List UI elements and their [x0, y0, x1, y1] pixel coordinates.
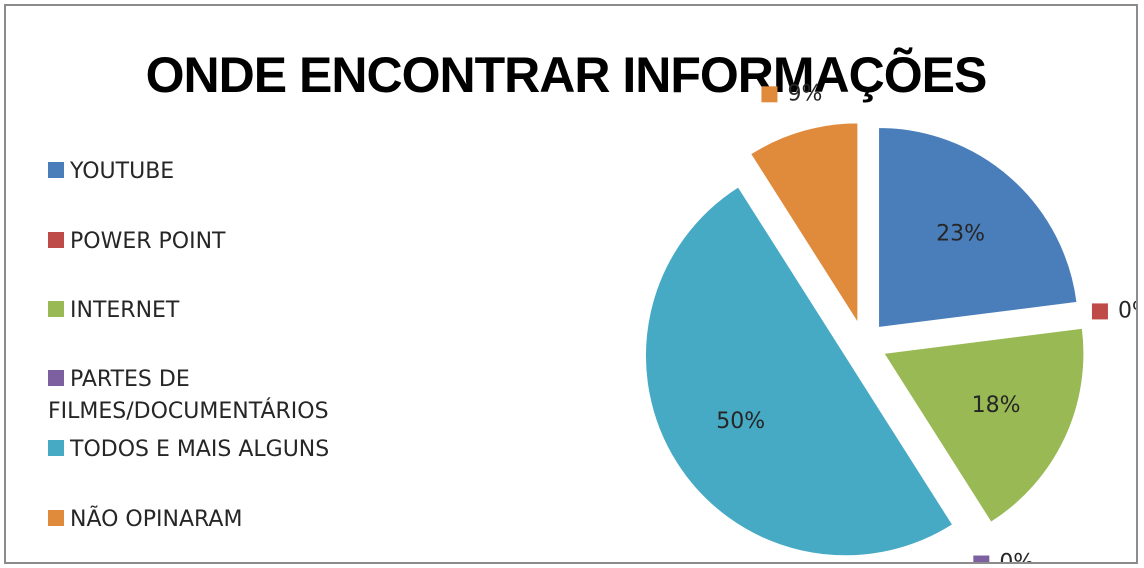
legend-item: NÃO OPINARAM — [48, 504, 428, 536]
legend-swatch — [48, 440, 64, 456]
legend-swatch — [48, 301, 64, 317]
legend-label: TODOS E MAIS ALGUNS — [70, 437, 330, 462]
legend-swatch — [48, 162, 64, 178]
label-swatch — [973, 555, 990, 562]
pie-slice — [644, 186, 954, 557]
legend-item: POWER POINT — [48, 226, 428, 258]
legend-label: POWER POINT — [70, 229, 226, 254]
chart-frame: ONDE ENCONTRAR INFORMAÇÕES YOUTUBE POWER … — [4, 4, 1138, 564]
legend-item: TODOS E MAIS ALGUNS — [48, 434, 428, 466]
legend-swatch — [48, 510, 64, 526]
data-label: 50% — [716, 409, 765, 434]
data-label: 23% — [936, 221, 985, 246]
legend-item: INTERNET — [48, 295, 428, 327]
chart-title: ONDE ENCONTRAR INFORMAÇÕES — [145, 47, 988, 103]
label-swatch — [761, 86, 778, 103]
legend-swatch — [48, 232, 64, 248]
data-label: 0% — [999, 551, 1034, 562]
legend-label: NÃO OPINARAM — [70, 507, 243, 532]
pie-slice — [878, 126, 1078, 329]
legend-label: YOUTUBE — [70, 159, 175, 184]
pie-slice — [750, 122, 859, 325]
label-swatch — [1091, 303, 1108, 320]
legend-label: INTERNET — [70, 298, 180, 323]
legend-item: YOUTUBE — [48, 156, 428, 188]
legend-label: PARTES DE FILMES/DOCUMENTÁRIOS — [48, 367, 329, 424]
pie: 23% 0% 18% 0% 50% 9% — [644, 81, 1136, 562]
legend-item: PARTES DE FILMES/DOCUMENTÁRIOS — [48, 364, 428, 428]
data-label: 0% — [1118, 298, 1136, 323]
pie-slice — [883, 327, 1085, 523]
data-label: 9% — [787, 81, 822, 106]
legend-swatch — [48, 370, 64, 386]
data-label: 18% — [972, 393, 1021, 418]
